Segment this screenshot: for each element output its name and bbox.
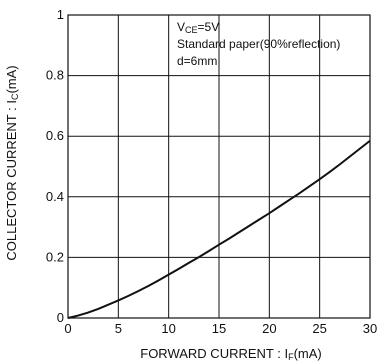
x-tick-label: 20 (262, 321, 276, 336)
y-tick-label: 0.4 (46, 189, 64, 204)
y-tick-label: 1 (57, 7, 64, 22)
x-tick-label: 25 (312, 321, 326, 336)
series-line (67, 139, 371, 319)
annotation-vce: VCE=5V (177, 20, 219, 35)
x-axis-label: FORWARD CURRENT : IF(mA) (140, 346, 322, 362)
y-axis-label: COLLECTOR CURRENT : IC(mA) (4, 65, 20, 260)
x-tick-label: 5 (115, 321, 122, 336)
y-tick-label: 0 (57, 310, 64, 325)
x-tick-label: 0 (64, 321, 71, 336)
y-tick-label: 0.2 (46, 249, 64, 264)
y-tick-labels: 0 0.2 0.4 0.6 0.8 1 (46, 7, 64, 325)
plot-frame (67, 14, 371, 319)
y-tick-label: 0.6 (46, 128, 64, 143)
annotation-block: VCE=5V Standard paper(90%reflection) d=6… (177, 20, 340, 68)
y-tick-label: 0.8 (46, 68, 64, 83)
annotation-distance: d=6mm (177, 54, 217, 68)
x-tick-labels: 0 5 10 15 20 25 30 (64, 321, 377, 336)
x-tick-label: 15 (212, 321, 226, 336)
annotation-paper: Standard paper(90%reflection) (177, 37, 340, 51)
x-tick-label: 10 (161, 321, 175, 336)
grid (68, 15, 370, 318)
x-tick-label: 30 (363, 321, 377, 336)
